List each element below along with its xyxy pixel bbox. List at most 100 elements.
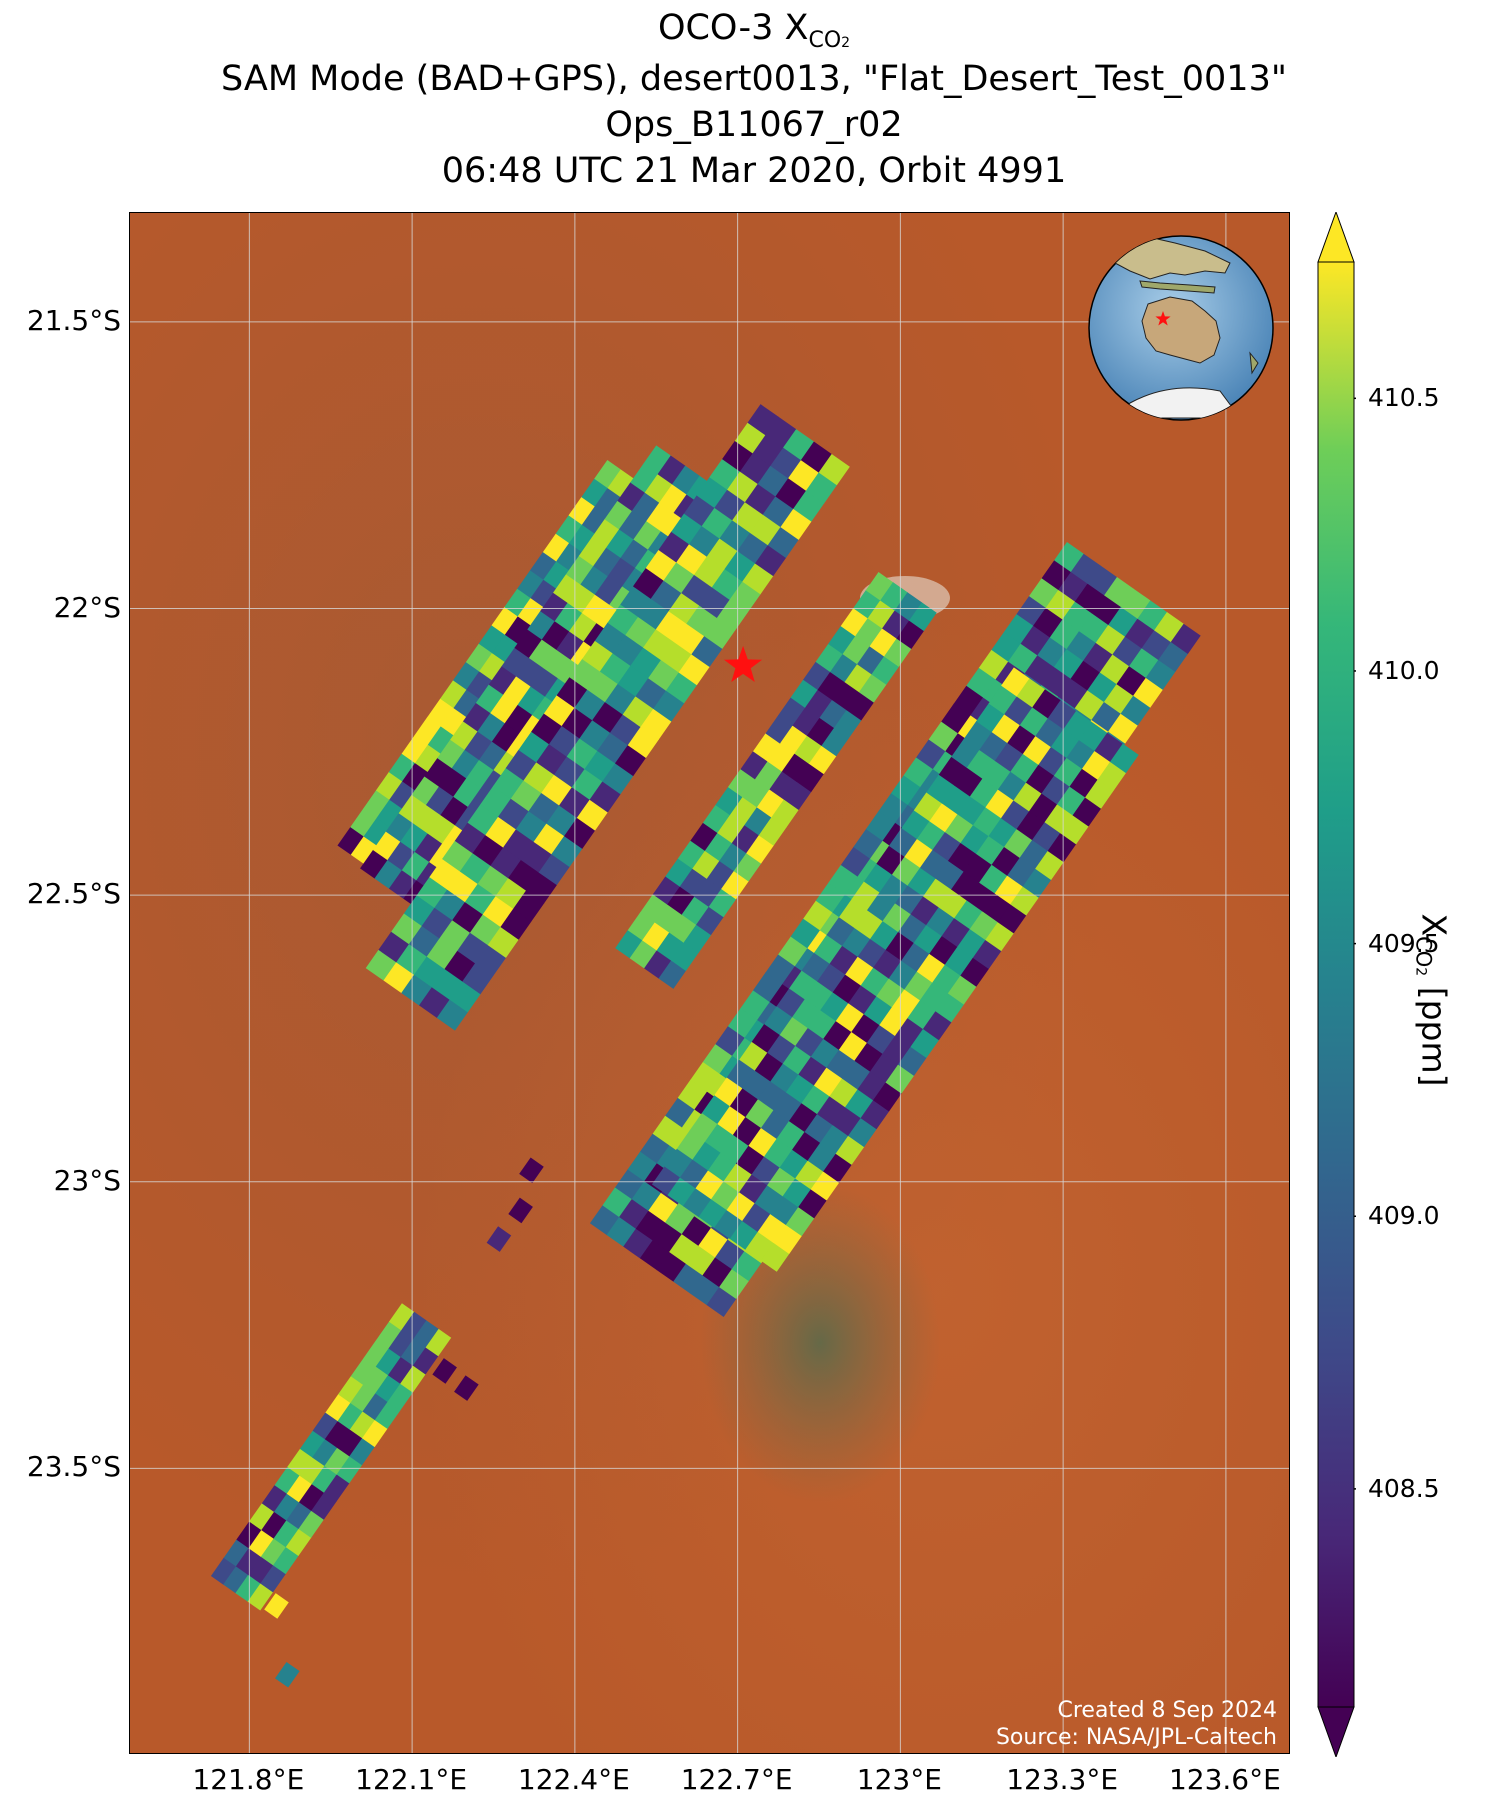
xco2-pixel: [401, 851, 430, 881]
credit-created: Created 8 Sep 2024: [1057, 1698, 1278, 1723]
xco2-pixel: [873, 1082, 902, 1112]
xco2-pixel: [882, 902, 912, 933]
xco2-pixel: [729, 796, 758, 826]
xco2-pixel: [838, 1031, 868, 1061]
xco2-pixel-isolated: [486, 1226, 512, 1252]
xco2-pixel: [400, 822, 429, 853]
xco2-pixel: [701, 1094, 731, 1125]
xco2-pixel: [789, 970, 818, 1000]
xco2-pixel: [794, 735, 823, 765]
xco2-pixel: [400, 1365, 426, 1393]
lon-tick-label: 123°E: [856, 1763, 942, 1796]
xco2-pixel: [437, 739, 466, 769]
xco2-pixel: [870, 920, 899, 951]
xco2-pixel: [465, 643, 493, 672]
xco2-pixel: [832, 974, 862, 1004]
xco2-pixel: [853, 589, 881, 619]
xco2-pixel: [516, 657, 545, 687]
xco2-pixel: [1091, 701, 1122, 732]
xco2-pixel: [746, 834, 774, 864]
xco2-pixel: [450, 720, 479, 751]
xco2-pixel: [804, 981, 834, 1011]
xco2-pixel: [731, 1250, 762, 1282]
xco2-pixel: [776, 1120, 806, 1151]
xco2-pixel: [841, 1060, 871, 1090]
xco2-pixel: [1022, 735, 1052, 766]
xco2-pixel: [966, 882, 996, 912]
xco2-pixel: [1001, 667, 1030, 697]
xco2-pixel: [752, 733, 781, 762]
xco2-pixel: [527, 610, 556, 640]
xco2-pixel: [1079, 612, 1109, 644]
xco2-pixel: [1087, 672, 1118, 703]
xco2-pixel: [715, 786, 744, 816]
xco2-pixel: [951, 871, 980, 901]
xco2-pixel: [414, 833, 443, 863]
xco2-pixel: [376, 799, 404, 828]
xco2-pixel: [640, 1133, 671, 1164]
xco2-pixel: [953, 685, 984, 716]
xco2-pixel: [739, 1041, 768, 1071]
xco2-pixel: [835, 1002, 865, 1033]
xco2-pixel: [633, 520, 662, 550]
xco2-pixel: [929, 803, 959, 833]
xco2-pixel: [745, 1098, 775, 1129]
xco2-pixel: [260, 1538, 287, 1566]
xco2-pixel: [782, 1045, 812, 1075]
xco2-pixel: [337, 1402, 364, 1430]
xco2-pixel: [540, 592, 569, 622]
xco2-pixel: [247, 1583, 274, 1611]
xco2-pixel: [1049, 619, 1080, 650]
xco2-isolated-pixels: [264, 1157, 544, 1688]
title-co-sub: CO2: [808, 28, 851, 53]
xco2-pixel: [363, 1339, 390, 1367]
map-canvas[interactable]: [130, 213, 1290, 1754]
xco2-pixel: [1035, 850, 1064, 880]
xco2-pixel: [440, 707, 468, 737]
xco2-pixel: [767, 743, 796, 772]
lat-tick-label: 23.5°S: [26, 1450, 121, 1484]
xco2-pixel: [569, 612, 598, 642]
xco2-pixel: [1045, 589, 1076, 620]
xco2-pixel: [413, 1320, 440, 1348]
xco2-pixel: [623, 1228, 654, 1259]
xco2-pixel: [607, 557, 636, 587]
xco2-pixel: [815, 882, 846, 913]
xco2-pixel: [501, 647, 530, 677]
xco2-pixel: [982, 760, 1012, 790]
xco2-pixel-isolated: [519, 1157, 544, 1184]
xco2-pixel: [350, 808, 378, 837]
xco2-pixel: [1072, 797, 1102, 827]
xco2-pixel: [1109, 743, 1139, 774]
xco2-pixel: [941, 917, 971, 948]
xco2-pixel: [1094, 732, 1124, 763]
xco2-pixel: [801, 952, 831, 982]
xco2-pixel: [928, 721, 959, 752]
xco2-pixel: [823, 1153, 852, 1183]
xco2-pixel: [569, 524, 596, 553]
xco2-pixel: [543, 560, 571, 590]
xco2-pixel: [530, 667, 559, 697]
xco2-pixel: [883, 638, 912, 667]
xco2-pixel: [916, 953, 946, 983]
map-panel[interactable]: Created 8 Sep 2024 Source: NASA/JPL-Calt…: [129, 212, 1290, 1754]
xco2-pixel: [735, 1145, 765, 1175]
xco2-pixel: [997, 903, 1027, 934]
xco2-pixel: [362, 1419, 388, 1448]
xco2-pixel: [1058, 678, 1088, 709]
xco2-pixel: [742, 778, 771, 808]
xco2-pixel: [853, 828, 884, 859]
xco2-pixel: [783, 781, 812, 810]
xco2-pixel: [337, 826, 365, 856]
xco2-pixel: [770, 1063, 800, 1093]
xco2-pixel: [401, 735, 429, 764]
xco2-pixel: [751, 1023, 781, 1054]
xco2-pixel: [1041, 559, 1072, 591]
lon-tick-label: 121.8°E: [192, 1763, 305, 1796]
xco2-pixel: [479, 652, 507, 682]
xco2-pixel: [1066, 739, 1096, 770]
xco2-pixel: [491, 606, 519, 636]
xco2-pixel: [969, 910, 999, 941]
xco2-pixel: [440, 680, 468, 709]
xco2-pixel: [1053, 757, 1083, 787]
